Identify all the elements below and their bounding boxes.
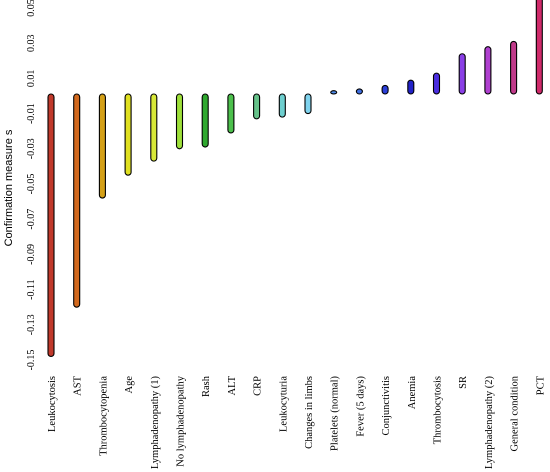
bar-changes-in-limbs [304, 93, 312, 115]
y-tick-label: 0.05 [26, 0, 37, 17]
x-tick-label: Thrombocytopenia [98, 376, 109, 456]
y-tick-label: 0.01 [26, 70, 37, 88]
x-tick-label: Leukocytosis [47, 376, 58, 432]
x-tick-label: Lymphadenopathy (1) [150, 376, 161, 470]
bar-ast [73, 93, 81, 308]
x-tick-label: Changes in limbs [304, 376, 315, 449]
y-tick-label: -0.09 [26, 244, 37, 265]
x-tick-label: AST [73, 375, 84, 395]
x-tick-label: Age [124, 376, 135, 394]
y-tick-label: -0.13 [26, 314, 37, 335]
x-tick-label: ALT [227, 375, 238, 395]
x-tick-label: Rash [201, 375, 212, 397]
y-tick-label: -0.01 [26, 103, 37, 124]
bar-fever-5-days [355, 88, 363, 95]
y-tick-label: -0.05 [26, 174, 37, 195]
bar-platelets-normal [330, 90, 338, 95]
x-tick-label: CRP [253, 376, 264, 396]
bar-thrombocytosis [432, 72, 441, 95]
x-axis-ticks: Leukocytosis AST Thrombocytopenia Age Lympha… [47, 375, 546, 469]
x-tick-label: General condition [510, 375, 521, 451]
bars [47, 0, 543, 358]
x-tick-label: PCT [535, 375, 546, 395]
y-tick-label: 0.03 [26, 34, 37, 52]
bar-thrombocytopenia [98, 93, 106, 199]
x-tick-label: Lymphadenopathy (2) [484, 376, 495, 470]
x-tick-label: Platelets (normal) [330, 375, 341, 450]
bar-crp [253, 93, 261, 120]
y-tick-label: -0.07 [26, 209, 37, 230]
bar-leukocytosis [47, 93, 55, 358]
x-tick-label: Fever (5 days) [355, 376, 366, 437]
bar-leukocyturia [278, 93, 286, 118]
bar-lymphadenopathy-1 [150, 93, 158, 162]
y-tick-label: -0.03 [26, 138, 37, 159]
bar-no-lymphadenopathy [175, 93, 184, 150]
bar-sr [458, 53, 466, 95]
bar-lymphadenopathy-2 [484, 46, 492, 95]
bar-pct [535, 0, 543, 95]
bar-conjunctivitis [381, 84, 389, 95]
x-tick-label: Anemia [407, 376, 418, 410]
x-tick-label: Thrombocytosis [433, 376, 444, 444]
x-tick-label: Leukocyturia [278, 376, 289, 432]
x-tick-label: Conjunctivitis [381, 376, 392, 436]
bar-general-condition [510, 40, 518, 95]
x-tick-label: SR [458, 376, 469, 389]
bar-alt [227, 93, 235, 134]
y-axis-ticks: 0.05 0.03 0.01 -0.01 -0.03 -0.05 -0.07 -0.09 -0.… [26, 0, 37, 370]
y-tick-label: -0.11 [26, 279, 37, 299]
x-tick-label: No lymphadenopathy [176, 375, 187, 466]
bar-rash [201, 93, 209, 148]
y-axis-label: Confirmation measure s [3, 129, 15, 246]
bar-age [124, 93, 132, 176]
y-tick-label: -0.15 [26, 350, 37, 371]
bar-anemia [407, 79, 415, 95]
